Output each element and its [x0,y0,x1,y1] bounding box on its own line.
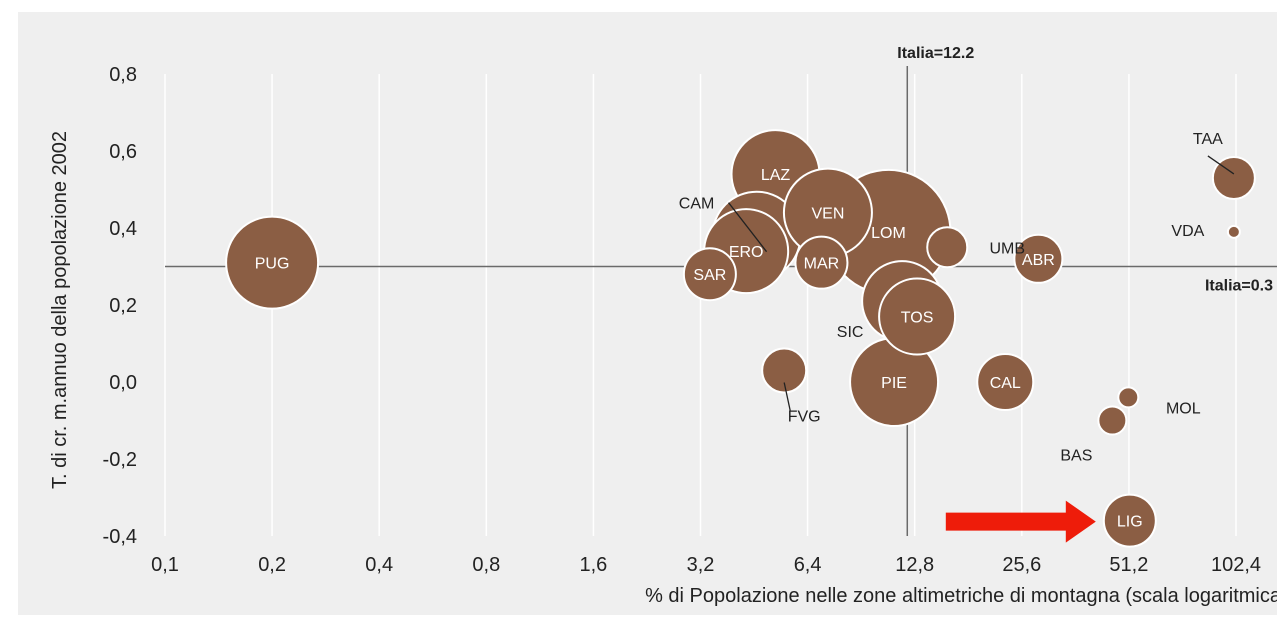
leader-line [728,202,768,253]
bubble-sar [682,247,737,302]
bubble-label-umb: UMB [989,240,1025,257]
x-tick-label: 25,6 [1002,554,1041,576]
bubble-label-cam: CAM [679,196,715,213]
x-tick-label: 0,2 [258,554,286,576]
x-tick-label: 102,4 [1211,554,1261,576]
bubble-label-mol: MOL [1166,400,1201,417]
bubble-fvg [761,347,808,394]
bubble-vda [1226,224,1241,239]
y-tick-label: 0,8 [109,64,137,86]
bubble-umb [926,226,969,269]
reference-label-y: Italia=0.3 [1205,278,1273,295]
bubble-tos [878,277,957,356]
x-tick-label: 0,8 [472,554,500,576]
bubble-lig [1102,493,1157,548]
x-tick-label: 0,4 [365,554,393,576]
reference-label-x: Italia=12.2 [897,45,974,62]
x-tick-label: 3,2 [687,554,715,576]
bubble-label-pie: PIE [881,375,907,392]
bubble-label-lig: LIG [1117,514,1143,531]
bubble-label-vda: VDA [1171,223,1204,240]
y-axis-title: T. di cr. m.annuo della popolazione 2002 [49,131,71,489]
bubble-mar [794,235,849,290]
x-tick-label: 1,6 [579,554,607,576]
bubble-label-pug: PUG [255,256,290,273]
bubble-mol [1117,386,1140,409]
y-tick-label: 0,2 [109,295,137,317]
leader-line [783,382,791,411]
y-tick-label: 0,0 [109,372,137,394]
bubble-abr [1013,233,1064,284]
x-tick-label: 51,2 [1109,554,1148,576]
leader-line [1207,155,1235,175]
bubble-label-lom: LOM [871,225,906,242]
bubble-bas [1097,405,1128,436]
y-tick-label: 0,4 [109,218,137,240]
annotation-arrow [945,500,1096,543]
bubble-label-tos: TOS [901,310,934,327]
bubble-label-ero: ERO [729,244,764,261]
bubble-label-fvg: FVG [788,408,821,425]
bubble-label-sar: SAR [693,267,726,284]
bubble-label-cal: CAL [990,375,1021,392]
y-tick-label: -0,4 [103,526,137,548]
bubble-label-taa: TAA [1193,131,1223,148]
x-tick-label: 6,4 [794,554,822,576]
bubble-cal [976,353,1035,411]
bubble-label-laz: LAZ [761,167,791,184]
y-tick-label: -0,2 [103,449,137,471]
bubble-label-ven: VEN [811,206,844,223]
bubble-label-abr: ABR [1022,252,1055,269]
x-tick-label: 0,1 [151,554,179,576]
x-tick-label: 12,8 [895,554,934,576]
bubble-label-bas: BAS [1060,448,1092,465]
y-tick-label: 0,6 [109,141,137,163]
bubble-label-mar: MAR [804,256,840,273]
x-axis-title: % di Popolazione nelle zone altimetriche… [645,585,1277,607]
bubble-label-sic: SIC [837,324,864,341]
bubble-pug [225,215,320,310]
